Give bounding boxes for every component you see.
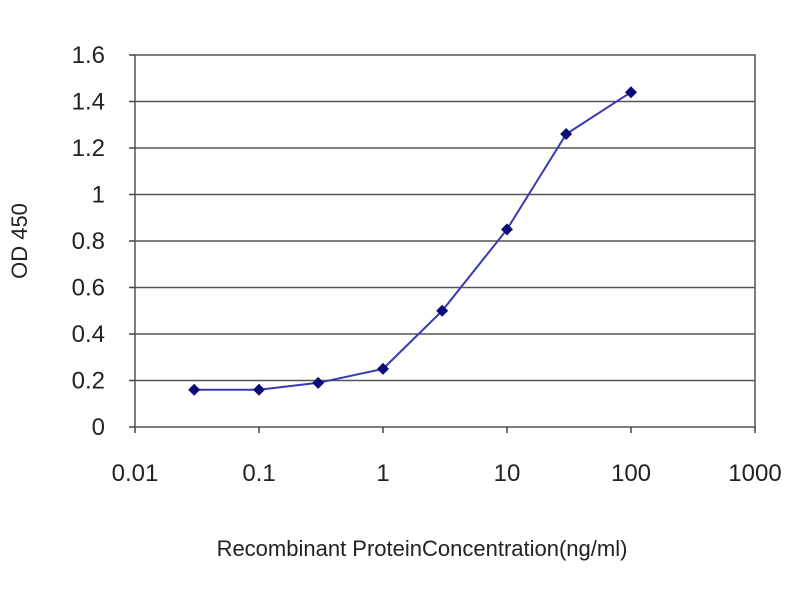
y-tick-label: 1 xyxy=(92,182,105,209)
y-tick-label: 0.2 xyxy=(72,368,105,395)
y-tick-label: 1.4 xyxy=(72,89,105,116)
x-tick-label: 100 xyxy=(611,460,651,487)
data-point-marker xyxy=(188,383,201,396)
y-tick-label: 1.6 xyxy=(72,42,105,69)
y-tick-label: 0 xyxy=(92,414,105,441)
data-point-marker xyxy=(501,223,513,236)
gridlines xyxy=(135,100,755,382)
x-tick-label: 0.01 xyxy=(112,460,159,487)
data-point-marker xyxy=(625,86,637,99)
x-tick-label: 0.1 xyxy=(242,460,275,487)
series-line xyxy=(194,91,632,391)
x-axis-ticks: 0.01 0.1 1 10 100 1000 xyxy=(112,427,782,487)
y-tick-label: 0.6 xyxy=(72,275,105,302)
x-tick-label: 10 xyxy=(494,460,521,487)
y-tick-label: 0.4 xyxy=(72,321,105,348)
y-axis-ticks: 0 0.2 0.4 0.6 0.8 1 1.2 1.4 1.6 xyxy=(72,42,135,441)
series-layer xyxy=(188,86,637,396)
y-tick-label: 0.8 xyxy=(72,228,105,255)
data-point-marker xyxy=(436,304,449,317)
x-tick-label: 1 xyxy=(376,460,389,487)
x-axis-title: Recombinant ProteinConcentration(ng/ml) xyxy=(217,536,628,561)
x-tick-label: 1000 xyxy=(728,460,781,487)
data-point-marker xyxy=(253,383,265,396)
data-point-marker xyxy=(377,362,389,375)
y-axis-title: OD 450 xyxy=(7,203,32,279)
data-point-marker xyxy=(312,376,325,389)
data-point-marker xyxy=(560,128,573,141)
y-tick-label: 1.2 xyxy=(72,135,105,162)
